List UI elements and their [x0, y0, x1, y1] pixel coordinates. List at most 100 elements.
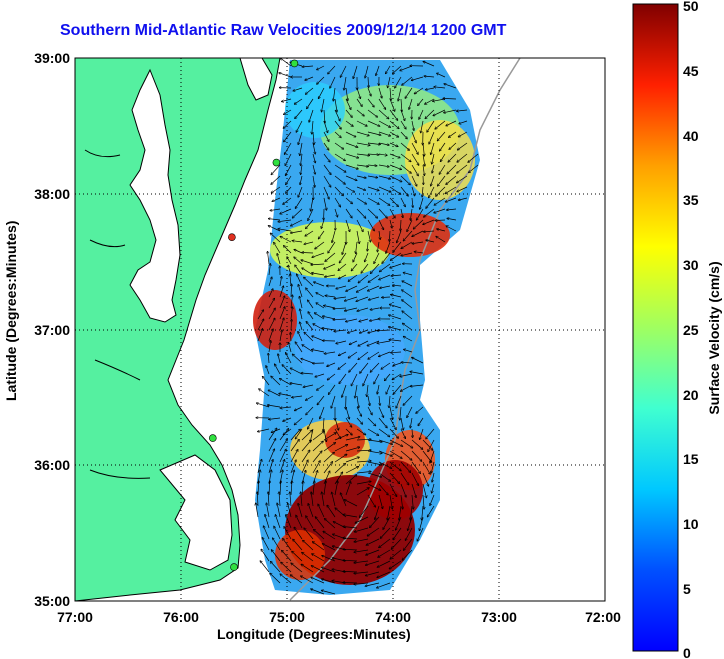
velocity-arrow — [393, 285, 402, 286]
velocity-arrow — [416, 406, 424, 413]
velocity-arrow — [325, 274, 336, 277]
velocity-arrow — [270, 233, 281, 243]
x-tick-labels: 77:00 76:00 75:00 74:00 73:00 72:00 — [57, 609, 621, 625]
velocity-arrow — [358, 340, 369, 346]
velocity-arrow — [329, 384, 336, 394]
velocity-arrow — [420, 428, 424, 439]
velocity-arrow — [307, 98, 314, 109]
velocity-arrow — [286, 515, 292, 529]
velocity-arrow — [304, 332, 314, 342]
velocity-arrow — [431, 142, 435, 154]
velocity-arrow — [388, 76, 391, 88]
velocity-arrow — [356, 488, 369, 496]
velocity-arrow — [345, 457, 359, 463]
velocity-arrow — [281, 58, 292, 67]
velocity-arrow — [328, 65, 336, 74]
velocity-arrow — [322, 590, 336, 595]
x-tick-label: 72:00 — [585, 609, 621, 625]
velocity-arrow — [411, 120, 414, 130]
velocity-arrow — [316, 303, 325, 309]
velocity-arrow — [370, 318, 380, 321]
velocity-arrow — [367, 406, 372, 415]
velocity-arrow — [345, 153, 358, 158]
velocity-arrow — [345, 417, 352, 427]
velocity-arrow — [279, 460, 285, 474]
velocity-arrow — [411, 186, 415, 196]
velocity-arrow — [378, 175, 390, 179]
velocity-arrow — [386, 241, 391, 253]
velocity-arrow — [403, 230, 413, 241]
velocity-arrow — [412, 230, 424, 236]
velocity-arrow — [278, 229, 292, 232]
velocity-arrow — [323, 164, 331, 174]
colorbar-tick: 15 — [683, 451, 699, 467]
velocity-arrow — [295, 417, 303, 425]
velocity-arrow — [411, 153, 419, 165]
velocity-arrow — [266, 503, 270, 518]
velocity-arrow — [320, 406, 325, 419]
velocity-arrow — [260, 561, 270, 573]
velocity-arrow — [389, 461, 401, 471]
velocity-arrow — [378, 428, 390, 437]
velocity-arrow — [343, 583, 358, 584]
velocity-arrow — [391, 352, 402, 353]
velocity-arrow — [295, 98, 303, 104]
velocity-arrow — [412, 76, 424, 80]
velocity-arrow — [355, 384, 358, 398]
velocity-arrow — [345, 428, 352, 435]
velocity-arrow — [378, 472, 390, 481]
velocity-arrow — [377, 384, 380, 394]
velocity-arrow — [345, 87, 348, 101]
velocity-arrow — [345, 475, 357, 485]
velocity-arrow — [449, 142, 457, 149]
velocity-arrow — [439, 164, 446, 174]
velocity-arrow — [324, 351, 336, 354]
velocity-arrow — [333, 87, 336, 101]
velocity-arrow — [290, 333, 291, 342]
velocity-arrow — [303, 384, 314, 387]
velocity-arrow — [400, 164, 411, 173]
velocity-arrow — [459, 120, 468, 124]
velocity-arrow — [381, 362, 391, 369]
velocity-arrow — [378, 549, 391, 557]
velocity-arrow — [295, 197, 303, 208]
colorbar-tick: 50 — [683, 0, 699, 14]
velocity-arrow — [294, 527, 303, 540]
colorbar-tick: 30 — [683, 257, 699, 273]
velocity-arrow — [308, 312, 314, 320]
velocity-arrow — [374, 373, 380, 384]
velocity-arrow — [374, 252, 380, 263]
velocity-arrow — [271, 164, 281, 175]
velocity-arrow — [308, 300, 314, 309]
velocity-arrow — [298, 285, 303, 298]
river-lines — [84, 149, 151, 479]
velocity-arrow — [441, 153, 446, 161]
velocity-arrow — [348, 274, 358, 281]
colorbar-tick: 20 — [683, 387, 699, 403]
velocity-arrow — [428, 505, 435, 517]
velocity-arrow — [284, 527, 292, 540]
velocity-arrow — [356, 461, 371, 462]
velocity-arrow — [306, 395, 314, 400]
velocity-arrow — [283, 120, 292, 128]
velocity-arrow — [293, 87, 303, 91]
velocity-arrow — [418, 98, 424, 105]
colorbar-ticks: 50 45 40 35 30 25 20 15 10 5 0 — [683, 0, 699, 659]
velocity-arrow — [312, 252, 325, 257]
velocity-arrow — [424, 208, 435, 217]
velocity-arrow — [356, 175, 366, 178]
velocity-arrow — [410, 372, 424, 375]
velocity-arrow — [378, 120, 390, 127]
velocity-arrow — [400, 219, 401, 231]
velocity-arrow — [378, 131, 390, 136]
velocity-arrow — [279, 492, 280, 507]
velocity-arrow — [367, 494, 375, 507]
velocity-arrow — [348, 351, 358, 358]
velocity-arrow — [447, 164, 457, 174]
velocity-arrow — [378, 208, 387, 218]
velocity-arrow — [301, 460, 308, 474]
velocity-arrow — [389, 153, 400, 158]
velocity-arrow — [358, 351, 369, 360]
velocity-arrow — [279, 296, 285, 309]
